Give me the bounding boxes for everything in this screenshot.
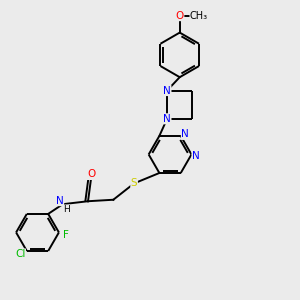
Text: O: O [87, 169, 95, 179]
Text: H: H [63, 205, 70, 214]
Text: N: N [192, 151, 200, 161]
Text: N: N [56, 196, 64, 206]
Text: N: N [181, 129, 189, 140]
Text: Cl: Cl [15, 249, 26, 259]
Text: N: N [163, 85, 171, 96]
Text: F: F [62, 230, 68, 240]
Text: S: S [131, 178, 137, 188]
Text: N: N [163, 114, 171, 124]
Text: CH₃: CH₃ [190, 11, 208, 21]
Text: O: O [176, 11, 184, 21]
